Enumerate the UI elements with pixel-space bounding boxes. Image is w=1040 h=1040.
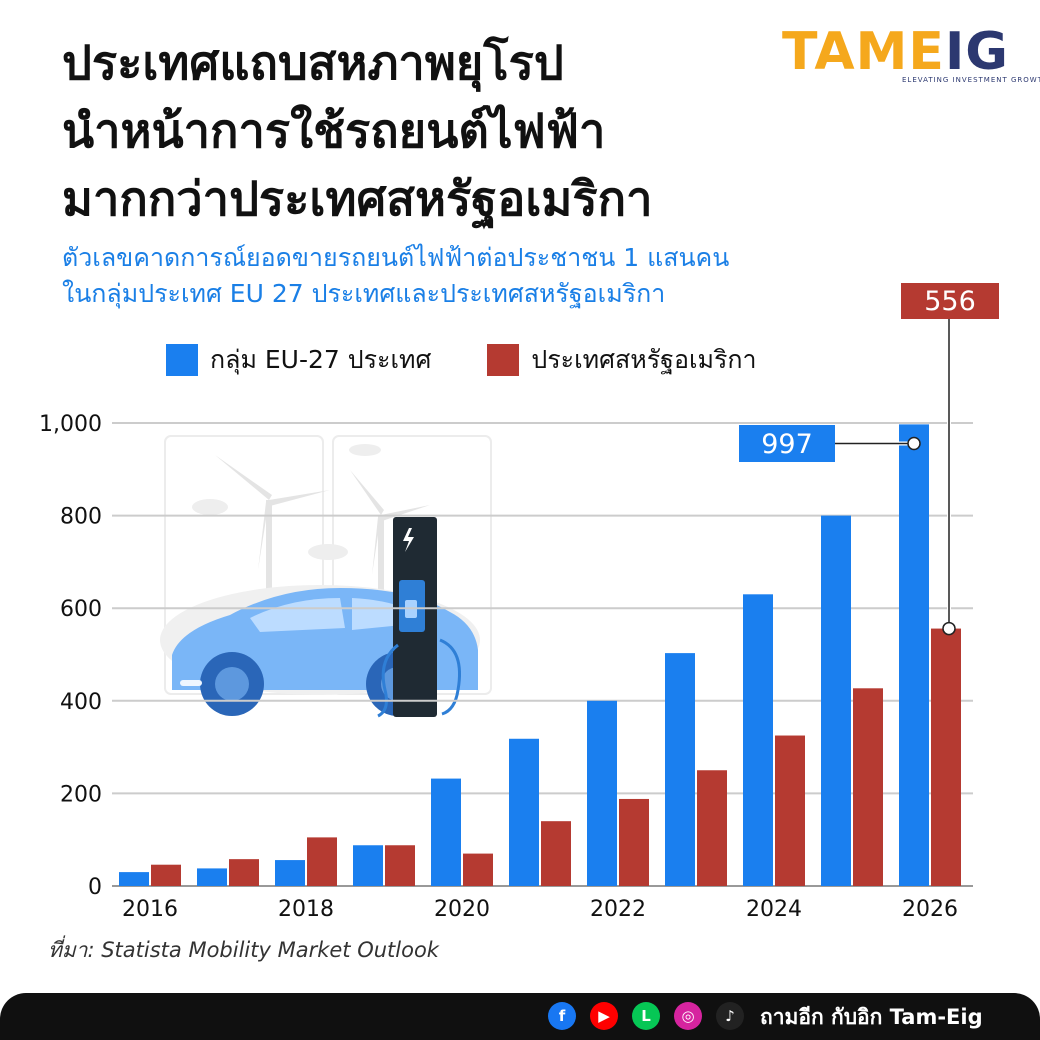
subtitle-line-1: ตัวเลขคาดการณ์ยอดขายรถยนต์ไฟฟ้าต่อประชาช… (62, 243, 730, 272)
bar-us (775, 735, 805, 886)
bar-us (619, 798, 649, 886)
y-tick-label: 1,000 (39, 412, 102, 437)
callout-box-us (901, 283, 999, 319)
chart-axes: 0 200 400 600 800 1,000 2016 2018 2020 2022 2024 20… (39, 412, 958, 922)
bar-us (463, 853, 493, 886)
bar-us (229, 859, 259, 886)
footer-channel-name: ถามอีก กับอิก Tam-Eig (760, 1005, 983, 1029)
bar-eu (509, 738, 539, 886)
bar-us (697, 770, 727, 886)
charging-station-icon (377, 517, 461, 718)
chart-title: ประเทศแถบสหภาพยุโรป นำหน้าการใช้รถยนต์ไฟ… (62, 30, 802, 234)
bar-eu (899, 424, 929, 886)
tiktok-icon[interactable]: ♪ (716, 1002, 744, 1030)
chart-callouts: 997 556 (739, 283, 999, 636)
chart-legend: กลุ่ม EU-27 ประเทศ ประเทศสหรัฐอเมริกา (166, 342, 813, 378)
bar-eu (353, 845, 383, 886)
bar-eu (431, 778, 461, 886)
legend-label-eu: กลุ่ม EU-27 ประเทศ (210, 345, 432, 374)
x-tick-label: 2018 (278, 897, 334, 922)
callout-marker-us (942, 621, 956, 636)
bar-eu (665, 653, 695, 886)
instagram-icon[interactable]: ◎ (674, 1002, 702, 1030)
bar-us (385, 845, 415, 886)
x-tick-label: 2026 (902, 897, 958, 922)
y-tick-label: 400 (60, 690, 102, 715)
chart-bars (119, 424, 961, 886)
y-tick-label: 800 (60, 505, 102, 530)
facebook-icon[interactable]: f (548, 1002, 576, 1030)
callout-marker-eu (907, 436, 921, 451)
brand-logo: TAMEIG ELEVATING INVESTMENT GROWTH (782, 22, 1040, 94)
legend-item-eu: กลุ่ม EU-27 ประเทศ (166, 340, 431, 380)
callout-label-eu: 997 (761, 429, 813, 460)
brand-part-2: IG (944, 22, 1009, 82)
bar-us (541, 821, 571, 886)
brand-part-1: TAME (782, 22, 945, 82)
line-icon[interactable]: L (632, 1002, 660, 1030)
title-line-2: นำหน้าการใช้รถยนต์ไฟฟ้า (62, 104, 606, 159)
bar-eu (743, 594, 773, 886)
subtitle-line-2: ในกลุ่มประเทศ EU 27 ประเทศและประเทศสหรัฐ… (62, 279, 666, 308)
y-tick-label: 200 (60, 782, 102, 807)
legend-swatch-eu (166, 344, 198, 376)
brand-tagline: ELEVATING INVESTMENT GROWTH (902, 76, 1040, 84)
y-tick-label: 600 (60, 597, 102, 622)
source-note: ที่มา: Statista Mobility Market Outlook (48, 938, 439, 962)
bar-eu (197, 868, 227, 886)
footer-bar: f ▶ L ◎ ♪ ถามอีก กับอิก Tam-Eig (0, 993, 1040, 1040)
youtube-icon[interactable]: ▶ (590, 1002, 618, 1030)
bar-eu (119, 872, 149, 886)
chart-subtitle: ตัวเลขคาดการณ์ยอดขายรถยนต์ไฟฟ้าต่อประชาช… (62, 240, 729, 312)
bar-eu (587, 700, 617, 886)
wind-turbine-icon (215, 455, 430, 615)
bar-eu (821, 515, 851, 886)
callout-box-eu (739, 425, 835, 462)
x-tick-label: 2020 (434, 897, 490, 922)
bar-us (151, 864, 181, 886)
legend-label-us: ประเทศสหรัฐอเมริกา (531, 345, 757, 374)
title-line-3: มากกว่าประเทศสหรัฐอเมริกา (62, 172, 653, 227)
bar-eu (275, 860, 305, 886)
ev-illustration (160, 435, 492, 718)
callout-label-us: 556 (924, 286, 976, 317)
x-tick-label: 2024 (746, 897, 802, 922)
legend-item-us: ประเทศสหรัฐอเมริกา (487, 340, 757, 380)
bar-us (931, 628, 961, 886)
x-tick-label: 2016 (122, 897, 178, 922)
x-tick-label: 2022 (590, 897, 646, 922)
title-line-1: ประเทศแถบสหภาพยุโรป (62, 36, 564, 91)
y-tick-label: 0 (88, 875, 102, 900)
bar-us (853, 688, 883, 886)
bar-us (307, 837, 337, 886)
legend-swatch-us (487, 344, 520, 376)
